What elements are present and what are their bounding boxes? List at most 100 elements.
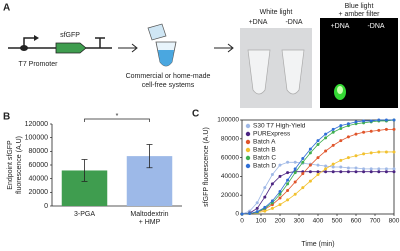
legend-marker: [245, 139, 251, 145]
y-axis-label: fluorescence (A.U): [16, 136, 23, 194]
data-point: [270, 206, 274, 210]
data-point: [346, 135, 350, 139]
data-point: [339, 124, 343, 128]
data-point: [362, 170, 366, 174]
data-point: [346, 156, 350, 160]
data-point: [339, 170, 343, 174]
data-point: [316, 156, 320, 160]
x-tick-label: 3-PGA: [74, 211, 95, 218]
data-point: [308, 151, 312, 155]
panel-label: B: [3, 112, 10, 123]
y-tick-label: 100000: [217, 117, 239, 124]
legend-marker: [245, 155, 251, 161]
data-point: [384, 170, 388, 174]
promoter-label: T7 Promoter: [19, 61, 59, 68]
data-point: [331, 170, 335, 174]
data-point: [263, 205, 267, 209]
data-point: [384, 118, 388, 122]
x-tick-label: 600: [351, 218, 362, 225]
tube: [281, 49, 305, 95]
data-point: [324, 164, 328, 168]
y-tick-label: 100000: [25, 135, 48, 142]
data-point: [293, 160, 297, 164]
data-point: [316, 142, 320, 146]
legend-label: Batch D: [253, 163, 276, 170]
gene: [55, 42, 87, 54]
systems-label: Commercial or home-made: [126, 73, 211, 80]
data-point: [278, 163, 282, 167]
data-point: [263, 195, 267, 199]
plot-frame: [241, 119, 395, 215]
x-tick-label: 500: [332, 218, 343, 225]
x-tick-label: 300: [294, 218, 305, 225]
data-point: [308, 170, 312, 174]
data-point: [369, 151, 373, 155]
gene-label: sfGFP: [60, 32, 80, 39]
data-point: [392, 127, 396, 131]
data-point: [293, 167, 297, 171]
data-point: [384, 167, 388, 171]
data-point: [324, 149, 328, 153]
promoter: [23, 37, 36, 48]
data-point: [346, 166, 350, 170]
y-tick-label: 0: [235, 211, 239, 218]
data-point: [278, 174, 282, 178]
data-point: [324, 170, 328, 174]
data-point: [270, 182, 274, 186]
data-point: [339, 126, 343, 130]
data-point: [293, 180, 297, 184]
data-point: [392, 170, 396, 174]
data-point: [240, 212, 244, 216]
y-tick-label: 80000: [29, 148, 49, 155]
data-point: [278, 196, 282, 200]
data-point: [354, 166, 358, 170]
arrow: [214, 43, 234, 53]
data-point: [362, 152, 366, 156]
data-point: [316, 173, 320, 177]
data-point: [301, 157, 305, 161]
data-point: [369, 170, 373, 174]
x-tick-label: 700: [370, 218, 381, 225]
data-point: [308, 147, 312, 151]
data-point: [331, 127, 335, 131]
data-point: [293, 192, 297, 196]
data-point: [255, 201, 259, 205]
data-point: [354, 120, 358, 124]
data-point: [331, 165, 335, 169]
photo-blue: [320, 18, 398, 108]
data-point: [286, 182, 290, 186]
data-point: [354, 154, 358, 158]
data-point: [316, 170, 320, 174]
y-tick-label: 0: [44, 203, 48, 210]
panel-label: C: [192, 109, 199, 120]
arrow: [118, 43, 138, 53]
data-point: [278, 189, 282, 193]
x-tick-label: 100: [256, 218, 267, 225]
x-tick-label: Maltodextrin + HMP: [130, 211, 168, 226]
data-point: [255, 210, 259, 214]
y-tick-label: 60000: [29, 162, 49, 169]
data-point: [331, 130, 335, 134]
data-point: [384, 150, 388, 154]
y-tick-label: 40000: [29, 176, 49, 183]
data-point: [339, 165, 343, 169]
significance: *: [116, 113, 119, 120]
legend-label: Batch C: [253, 155, 276, 162]
data-point: [369, 119, 373, 123]
x-tick-label: 800: [389, 218, 400, 225]
data-point: [369, 129, 373, 133]
data-point: [324, 167, 328, 171]
data-point: [324, 136, 328, 140]
data-point: [301, 160, 305, 164]
data-point: [392, 118, 396, 122]
lane-label: -DNA: [285, 19, 302, 26]
panel-b: B Endpoint sfGFP fluorescence (A.U) 0 20000 4…: [3, 112, 182, 226]
panel-a: A sfGFP T7 Promoter Commercial or home-m…: [3, 3, 398, 108]
data-point: [286, 189, 290, 192]
data-point: [308, 179, 312, 183]
data-point: [286, 160, 290, 164]
legend-marker: [245, 163, 251, 169]
data-point: [278, 192, 282, 196]
data-point: [286, 171, 290, 175]
